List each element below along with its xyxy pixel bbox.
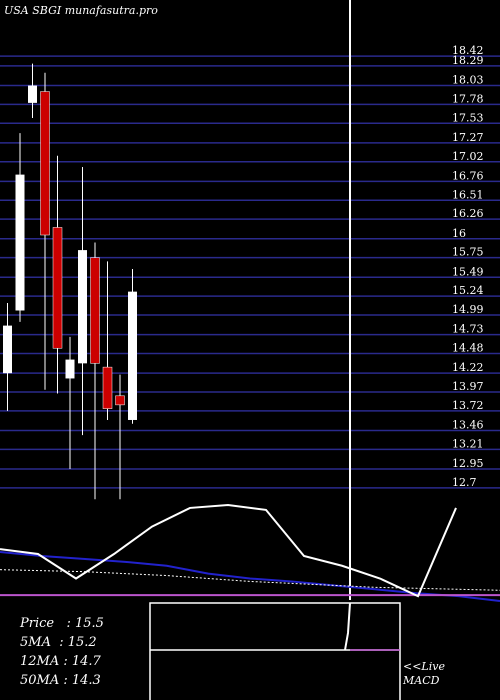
candle-body <box>3 325 12 374</box>
candle <box>65 336 75 470</box>
indicator-main-line <box>0 503 457 598</box>
y-tick-label: 17.27 <box>452 131 484 144</box>
y-tick-label: 16.26 <box>452 207 484 220</box>
y-tick-label: 13.97 <box>452 380 484 393</box>
y-tick-label: 15.24 <box>452 284 484 297</box>
y-tick-label: 17.53 <box>452 111 484 124</box>
candle-body <box>40 91 50 236</box>
candle-body <box>78 250 87 364</box>
y-tick-label: 18.42 <box>452 44 484 57</box>
chart-header: USA SBGI munafasutra.pro <box>4 4 158 17</box>
y-tick-label: 15.49 <box>452 265 484 278</box>
y-tick-label: 14.99 <box>452 303 484 316</box>
candle-body <box>128 291 137 420</box>
candle <box>102 261 113 420</box>
y-tick-label: 18.03 <box>452 74 484 87</box>
candle <box>15 133 25 322</box>
y-tick-label: 14.48 <box>452 342 484 355</box>
macd-spike <box>344 602 351 651</box>
macd-box <box>149 602 401 700</box>
candle <box>40 72 50 390</box>
y-tick-label: 13.21 <box>452 437 484 450</box>
y-tick-label: 13.72 <box>452 399 484 412</box>
y-tick-label: 16.76 <box>452 169 484 182</box>
macd-label: MACD <box>403 674 440 687</box>
candle <box>3 302 12 411</box>
live-label: <<Live <box>403 660 445 673</box>
y-tick-label: 16.51 <box>452 188 484 201</box>
y-tick-label: 13.46 <box>452 419 484 432</box>
candle-body <box>65 359 75 379</box>
y-tick-label: 16 <box>452 227 466 240</box>
candle-body <box>28 85 37 103</box>
candle-body <box>52 227 63 349</box>
candle-body <box>90 257 100 364</box>
y-tick-label: 14.73 <box>452 323 484 336</box>
y-tick-label: 12.95 <box>452 457 484 470</box>
candle <box>78 167 87 436</box>
indicator-signal-line <box>0 569 500 591</box>
indicator-ma-line <box>0 551 500 603</box>
candle-body <box>115 395 125 406</box>
candle <box>28 63 37 118</box>
candle-body <box>102 366 113 409</box>
candle <box>115 374 125 500</box>
y-tick-label: 15.75 <box>452 246 484 259</box>
live-macd-label: <<Live MACD <box>403 660 445 688</box>
candle-body <box>15 174 25 311</box>
candle <box>90 242 100 500</box>
stat-12ma: 12MA : 14.7 <box>20 654 101 669</box>
candle <box>128 268 137 424</box>
stat-50ma: 50MA : 14.3 <box>20 673 101 688</box>
y-tick-label: 12.7 <box>452 476 477 489</box>
y-tick-label: 14.22 <box>452 361 484 374</box>
y-tick-label: 18.29 <box>452 54 484 67</box>
stat-price: Price : 15.5 <box>20 616 104 631</box>
y-tick-label: 17.02 <box>452 150 484 163</box>
stats-panel: Price : 15.5 5MA : 15.2 12MA : 14.7 50MA… <box>20 614 104 690</box>
y-tick-label: 17.78 <box>452 92 484 105</box>
stat-5ma: 5MA : 15.2 <box>20 635 97 650</box>
candle <box>52 155 63 394</box>
